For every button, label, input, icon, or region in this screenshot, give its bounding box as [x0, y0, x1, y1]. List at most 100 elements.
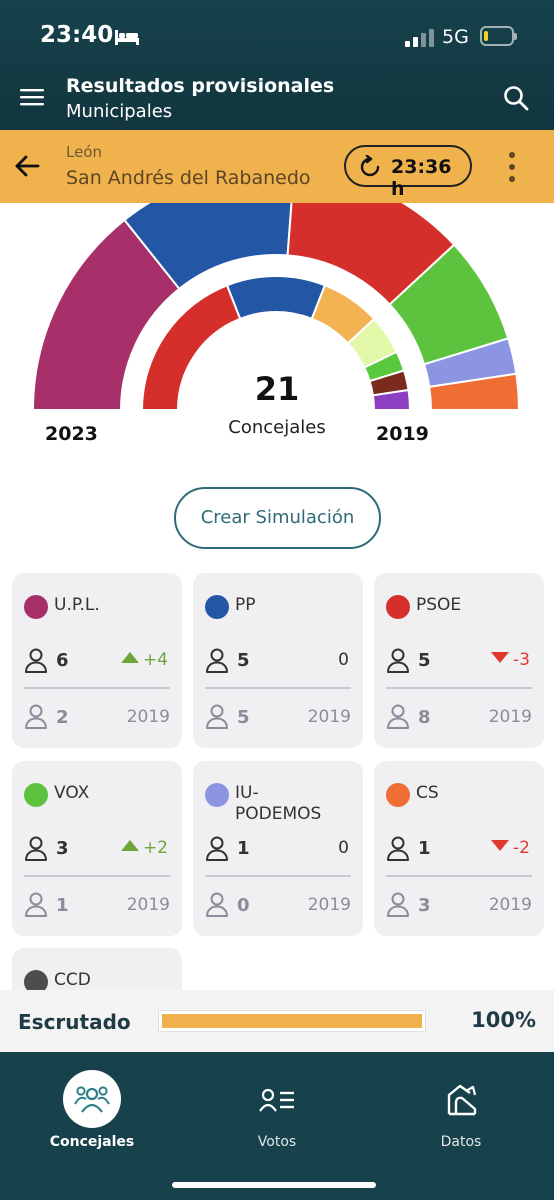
party-name: IU- PODEMOS [235, 783, 322, 824]
previous-year: 2019 [126, 895, 170, 915]
page-subtitle: Municipales [66, 101, 173, 122]
party-name: PP [235, 595, 256, 615]
previous-seats: 5 [237, 707, 250, 728]
inner-ring-year: 2019 [376, 423, 429, 445]
party-card[interactable]: PP 5 0 5 2019 [193, 573, 363, 748]
data-icon[interactable] [446, 1083, 478, 1117]
total-seats: 21 [254, 370, 300, 408]
person-icon [206, 836, 228, 861]
scrutiny-progress-track [158, 1010, 426, 1032]
person-icon [206, 892, 228, 917]
party-color-dot [386, 783, 410, 807]
seat-change: 0 [338, 650, 349, 670]
nav-item-concejales[interactable]: Concejales [49, 1134, 135, 1150]
app-header: 23:40 5G Resultados provisionales Munici… [0, 0, 554, 130]
home-indicator [172, 1182, 376, 1188]
back-arrow-icon[interactable] [14, 154, 40, 178]
person-icon [387, 704, 409, 729]
seat-change: -3 [491, 650, 530, 670]
battery-icon [480, 26, 517, 46]
group-icon[interactable] [74, 1082, 110, 1116]
previous-seats: 1 [56, 895, 69, 916]
page-title: Resultados provisionales [66, 75, 335, 97]
person-icon [206, 704, 228, 729]
divider [24, 687, 170, 689]
person-icon [387, 648, 409, 673]
bed-icon [115, 30, 139, 45]
party-card[interactable]: VOX 3 +2 1 2019 [12, 761, 182, 936]
trend-up-icon [120, 840, 139, 851]
inner-ring-segment [225, 275, 327, 321]
scrutiny-label: Escrutado [18, 1010, 131, 1034]
party-color-dot [24, 783, 48, 807]
party-color-dot [24, 595, 48, 619]
previous-year: 2019 [307, 707, 351, 727]
seat-change-value: -3 [513, 650, 530, 670]
previous-seats: 2 [56, 707, 69, 728]
municipality-label: San Andrés del Rabanedo [66, 167, 311, 189]
party-card[interactable]: IU- PODEMOS 1 0 0 2019 [193, 761, 363, 936]
trend-up-icon [120, 652, 139, 663]
party-name: CS [416, 783, 439, 803]
seat-change: +4 [120, 650, 168, 670]
trend-down-icon [491, 652, 510, 663]
current-seats: 1 [237, 838, 250, 859]
current-seats: 5 [237, 650, 250, 671]
create-simulation-button[interactable]: Crear Simulación [174, 487, 381, 549]
person-icon [25, 836, 47, 861]
divider [386, 875, 532, 877]
party-color-dot [205, 595, 229, 619]
previous-year: 2019 [126, 707, 170, 727]
person-icon [387, 836, 409, 861]
party-color-dot [205, 783, 229, 807]
menu-icon[interactable] [20, 88, 44, 106]
scrutiny-progress-fill [162, 1014, 422, 1028]
current-seats: 5 [418, 650, 431, 671]
person-icon [206, 648, 228, 673]
person-icon [387, 892, 409, 917]
seat-change-value: -2 [513, 838, 530, 858]
scrutiny-bar: Escrutado 100% [0, 990, 554, 1052]
update-time: 23:36 h [391, 156, 452, 200]
hemicycle-chart [31, 203, 521, 411]
status-time: 23:40 [40, 22, 114, 48]
seat-change-value: +4 [142, 650, 168, 670]
person-icon [25, 892, 47, 917]
party-card[interactable]: CS 1 -2 3 2019 [374, 761, 544, 936]
party-card[interactable]: PSOE 5 -3 8 2019 [374, 573, 544, 748]
network-type: 5G [442, 26, 469, 48]
trend-down-icon [491, 840, 510, 851]
previous-year: 2019 [488, 895, 532, 915]
seat-change-value: +2 [142, 838, 168, 858]
previous-seats: 8 [418, 707, 431, 728]
current-seats: 1 [418, 838, 431, 859]
seat-change: -2 [491, 838, 530, 858]
current-seats: 3 [56, 838, 69, 859]
divider [386, 687, 532, 689]
current-seats: 6 [56, 650, 69, 671]
person-icon [25, 648, 47, 673]
nav-item-datos[interactable]: Datos [440, 1134, 482, 1150]
outer-ring-segment [123, 203, 293, 291]
nav-item-votos[interactable]: Votos [257, 1134, 297, 1150]
votes-list-icon[interactable] [259, 1088, 295, 1114]
party-name: U.P.L. [54, 595, 100, 615]
party-card[interactable]: U.P.L. 6 +4 2 2019 [12, 573, 182, 748]
previous-year: 2019 [307, 895, 351, 915]
more-options-icon[interactable] [507, 150, 517, 184]
refresh-icon [360, 155, 380, 177]
inner-ring-segment [371, 388, 412, 411]
search-icon[interactable] [503, 85, 529, 111]
seat-change-value: 0 [338, 838, 349, 858]
seat-change-value: 0 [338, 650, 349, 670]
person-icon [25, 704, 47, 729]
party-name: CCD [54, 970, 91, 990]
party-name: VOX [54, 783, 90, 803]
previous-year: 2019 [488, 707, 532, 727]
party-name: PSOE [416, 595, 462, 615]
scrutiny-percent: 100% [471, 1008, 536, 1032]
refresh-button[interactable]: 23:36 h [344, 145, 472, 200]
divider [205, 875, 351, 877]
signal-icon [405, 29, 434, 47]
divider [205, 687, 351, 689]
